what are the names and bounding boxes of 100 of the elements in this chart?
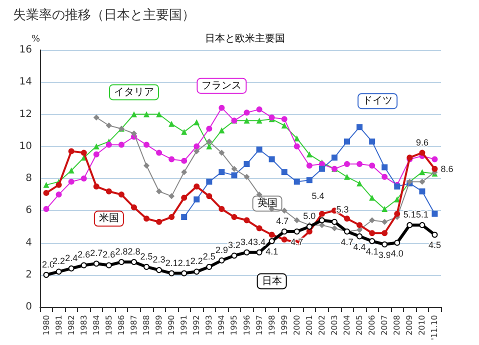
chart-title: 失業率の推移（日本と主要国） bbox=[13, 7, 195, 23]
series-label: イタリア bbox=[114, 86, 154, 98]
x-tick-label: 1982 bbox=[66, 315, 76, 336]
point bbox=[432, 210, 438, 217]
data-label: 9.6 bbox=[416, 137, 428, 148]
y-tick-label: 16 bbox=[19, 44, 32, 56]
point bbox=[218, 127, 225, 134]
point bbox=[194, 184, 200, 190]
data-label: 5.3 bbox=[336, 204, 349, 214]
point bbox=[218, 169, 225, 176]
point bbox=[181, 169, 188, 176]
data-label: 2.8 bbox=[115, 246, 128, 257]
data-label: 4.7 bbox=[340, 237, 354, 248]
x-tick-label: 2009 bbox=[405, 315, 414, 336]
data-label: 2.8 bbox=[128, 246, 140, 257]
point bbox=[93, 260, 100, 267]
point bbox=[344, 216, 350, 222]
point bbox=[130, 204, 137, 210]
data-label: 3.9 bbox=[378, 250, 391, 260]
point bbox=[168, 193, 175, 200]
chart-subtitle: 日本と欧米主要国 bbox=[205, 32, 285, 44]
y-tick-label: 6 bbox=[26, 205, 32, 216]
point bbox=[294, 178, 300, 185]
point bbox=[93, 184, 100, 190]
y-tick-label: 12 bbox=[19, 108, 32, 120]
point bbox=[394, 240, 400, 246]
point bbox=[256, 118, 262, 124]
point bbox=[318, 166, 325, 172]
point bbox=[130, 259, 137, 266]
point bbox=[394, 210, 400, 217]
point bbox=[294, 143, 300, 150]
point bbox=[306, 162, 312, 169]
point bbox=[144, 111, 150, 118]
point bbox=[318, 210, 325, 217]
point bbox=[194, 148, 200, 154]
point bbox=[382, 174, 388, 180]
point bbox=[156, 111, 162, 118]
point bbox=[93, 143, 100, 150]
point bbox=[419, 169, 426, 176]
data-label: 2.1 bbox=[165, 258, 178, 268]
x-tick-label: 1992 bbox=[192, 315, 202, 336]
x-tick-label: 2003 bbox=[330, 315, 339, 336]
point bbox=[419, 150, 426, 156]
data-label: 5.0 bbox=[303, 211, 316, 222]
point bbox=[382, 164, 388, 170]
point bbox=[206, 178, 212, 185]
point bbox=[181, 158, 188, 164]
point bbox=[56, 192, 62, 198]
x-tick-label: 1987 bbox=[129, 315, 138, 336]
point bbox=[419, 222, 426, 228]
data-label: 2.1 bbox=[178, 258, 190, 268]
y-tick-label: 0 bbox=[26, 302, 32, 312]
point bbox=[356, 180, 363, 186]
point bbox=[106, 262, 112, 268]
x-tick-label: 1994 bbox=[217, 315, 226, 336]
x-tick-label: 1980 bbox=[42, 315, 51, 336]
point bbox=[318, 217, 325, 224]
x-tick-label: 2004 bbox=[342, 315, 352, 336]
point bbox=[382, 206, 388, 212]
data-label: 4.1 bbox=[266, 246, 278, 257]
point bbox=[206, 138, 212, 145]
point bbox=[168, 214, 175, 220]
point bbox=[194, 143, 200, 150]
point bbox=[281, 236, 288, 243]
point bbox=[181, 214, 188, 220]
point bbox=[43, 190, 50, 196]
data-label: 2.2 bbox=[190, 256, 203, 266]
point bbox=[356, 161, 363, 168]
x-tick-label: 1993 bbox=[204, 315, 214, 336]
point bbox=[369, 217, 376, 224]
point bbox=[106, 142, 112, 148]
point bbox=[306, 228, 312, 235]
point bbox=[244, 249, 250, 256]
point bbox=[281, 116, 288, 122]
point bbox=[356, 124, 363, 130]
point bbox=[244, 217, 250, 224]
data-label: 5.4 bbox=[312, 190, 324, 201]
point bbox=[218, 104, 225, 111]
data-label: 2.3 bbox=[152, 254, 166, 265]
point bbox=[256, 106, 262, 112]
point bbox=[93, 151, 100, 158]
point bbox=[306, 151, 312, 158]
point bbox=[432, 232, 438, 238]
point bbox=[144, 162, 150, 169]
point bbox=[281, 208, 288, 214]
x-tick-label: 1985 bbox=[104, 315, 114, 336]
point bbox=[369, 162, 376, 169]
point bbox=[294, 228, 300, 235]
point bbox=[256, 225, 262, 232]
point bbox=[268, 156, 275, 162]
point bbox=[68, 167, 74, 174]
point bbox=[256, 192, 262, 198]
x-tick-label: '11.10 bbox=[430, 315, 440, 340]
point bbox=[168, 270, 175, 276]
data-label: 5.1 bbox=[403, 210, 416, 220]
point bbox=[218, 206, 225, 212]
point bbox=[244, 118, 250, 124]
point bbox=[419, 188, 426, 194]
point bbox=[419, 178, 426, 185]
data-label: 4.4 bbox=[353, 242, 366, 252]
